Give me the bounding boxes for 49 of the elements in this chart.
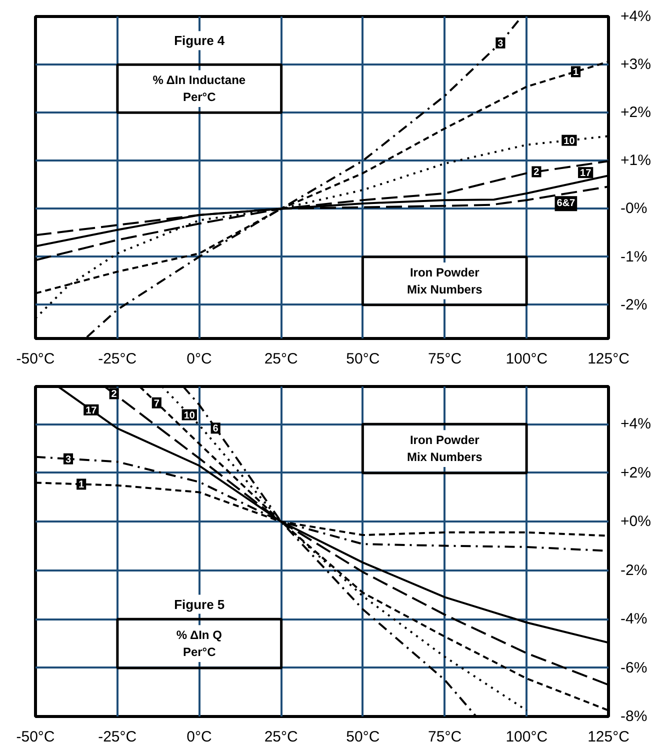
legend-title: Iron Powder Mix Numbers <box>406 265 483 296</box>
x-tick-label: 0°C <box>186 728 212 746</box>
y-tick-label: -0% <box>620 200 648 218</box>
x-tick-label: 125°C <box>588 350 630 368</box>
series-label: 6 <box>212 424 219 435</box>
x-tick-label: 50°C <box>346 350 380 368</box>
x-tick-label: -25°C <box>98 728 137 746</box>
series-label: 17 <box>86 405 98 416</box>
series-label: 2 <box>111 389 118 400</box>
y-tick-label: +0% <box>620 513 651 530</box>
text: % ΔIn Q Per°C <box>176 628 222 659</box>
y-tick-label: -8% <box>620 708 648 725</box>
text: Figure 5 <box>174 596 225 612</box>
text: Figure 4 <box>174 33 226 48</box>
x-tick-label: 100°C <box>506 350 548 368</box>
x-tick-label: -25°C <box>98 350 137 368</box>
series-label: 2 <box>534 167 540 178</box>
y-tick-label: +2% <box>620 104 651 122</box>
y-tick-label: -1% <box>620 248 648 266</box>
series-label: 6&7 <box>556 198 576 210</box>
y-tick-label: +4% <box>620 416 651 433</box>
series-label: 10 <box>564 136 576 147</box>
y-tick-label: +4% <box>620 8 651 25</box>
series-label: 1 <box>78 480 85 491</box>
series-label: 3 <box>65 454 72 466</box>
x-tick-label: -50°C <box>16 350 55 368</box>
y-tick-label: -2% <box>620 562 648 579</box>
text: % ΔIn Inductane Per°C <box>152 73 246 104</box>
series-label: 7 <box>154 398 160 410</box>
x-tick-label: 75°C <box>428 728 462 746</box>
series-label: 10 <box>184 410 196 422</box>
x-tick-label: 100°C <box>506 728 548 746</box>
y-tick-label: -6% <box>620 659 648 676</box>
x-tick-label: 75°C <box>428 350 462 368</box>
y-tick-label: +2% <box>620 464 651 482</box>
y-tick-label: +1% <box>620 152 651 170</box>
series-label: 17 <box>580 168 592 180</box>
x-tick-label: 25°C <box>264 350 298 368</box>
series-label: 1 <box>572 67 579 78</box>
x-tick-label: 50°C <box>346 728 380 746</box>
x-tick-label: -50°C <box>16 728 55 746</box>
series-label: 3 <box>498 38 504 50</box>
x-tick-label: 0°C <box>186 350 212 368</box>
legend-title: Iron Powder Mix Numbers <box>406 433 483 464</box>
y-tick-label: -2% <box>620 296 648 314</box>
y-tick-label: -4% <box>620 610 648 628</box>
x-tick-label: 125°C <box>588 728 630 746</box>
y-tick-label: +3% <box>620 56 651 74</box>
x-tick-label: 25°C <box>264 728 298 746</box>
